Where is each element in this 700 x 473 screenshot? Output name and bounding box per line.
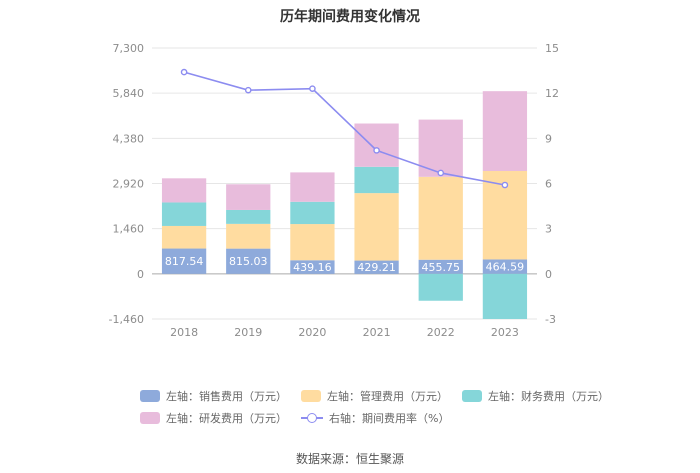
bar-segment	[418, 259, 463, 274]
line-point	[244, 86, 252, 94]
right-tick-label: 0	[545, 268, 552, 281]
legend-line-icon	[301, 412, 323, 424]
legend-swatch	[462, 390, 482, 402]
grid-lines	[152, 47, 537, 320]
bar-segment	[161, 225, 207, 249]
line-series	[180, 68, 509, 189]
x-tick-label: 2022	[427, 326, 455, 339]
bar-group	[161, 91, 528, 319]
legend-item[interactable]: 左轴：研发费用（万元）	[140, 410, 287, 426]
left-tick-label: 4,380	[113, 132, 145, 145]
x-tick-label: 2020	[298, 326, 326, 339]
legend-label: 右轴：期间费用率（%）	[329, 412, 450, 425]
line-point	[373, 147, 380, 154]
legend-label: 左轴：财务费用（万元）	[488, 390, 609, 403]
x-tick-label: 2019	[234, 326, 262, 339]
legend-label: 左轴：研发费用（万元）	[166, 412, 287, 425]
bar-segment	[418, 176, 463, 260]
data-label: 439.16	[293, 261, 332, 274]
bar-segment	[482, 91, 528, 171]
right-tick-label: 15	[545, 42, 559, 55]
left-tick-label: 7,300	[113, 42, 145, 55]
bar-segment	[161, 248, 207, 274]
bar-segment	[226, 223, 271, 249]
chart-title: 历年期间费用变化情况	[280, 9, 420, 25]
right-tick-label: 3	[545, 223, 552, 236]
bar-segment	[290, 201, 335, 225]
bar-segment	[226, 248, 271, 274]
bar-segment	[226, 184, 271, 210]
legend-swatch	[140, 390, 160, 402]
left-tick-label: -1,460	[109, 313, 144, 326]
legend-item[interactable]: 左轴：管理费用（万元）	[301, 388, 448, 404]
line-point	[180, 68, 188, 76]
data-label: 429.21	[357, 261, 396, 274]
left-tick-label: 0	[137, 268, 144, 281]
line-point	[501, 181, 509, 189]
line-point	[309, 85, 316, 92]
right-tick-label: -3	[545, 313, 556, 326]
right-tick-label: 6	[545, 178, 552, 191]
legend-item[interactable]: 左轴：销售费用（万元）	[140, 388, 287, 404]
x-tick-label: 2018	[170, 326, 198, 339]
bar-segment	[354, 260, 399, 274]
bar-segment	[161, 178, 207, 203]
legend-item[interactable]: 左轴：财务费用（万元）	[462, 388, 609, 404]
bar-segment	[482, 273, 528, 319]
data-label: 455.75	[422, 261, 461, 274]
legend-swatch	[301, 390, 321, 402]
legend-item[interactable]: 右轴：期间费用率（%）	[301, 410, 449, 426]
bar-segment	[290, 260, 335, 274]
data-labels: 817.54 815.03 439.16 429.21 455.75 464.59	[165, 255, 524, 274]
data-label: 817.54	[165, 255, 204, 268]
legend-swatch	[140, 412, 160, 424]
data-label: 464.59	[486, 261, 525, 274]
bar-segment	[482, 259, 528, 274]
bar-segment	[226, 209, 271, 224]
axes: -1,460 0 1,460 2,920 4,380 5,840 7,300 -3 0 3 6 9 12…	[109, 42, 559, 339]
line-path	[183, 71, 506, 186]
legend-label: 左轴：管理费用（万元）	[327, 390, 448, 403]
bar-segment	[354, 193, 399, 261]
x-tick-label: 2023	[491, 326, 519, 339]
left-tick-label: 1,460	[113, 223, 145, 236]
right-tick-label: 12	[545, 87, 559, 100]
right-tick-label: 9	[545, 132, 552, 145]
data-source: 数据来源：恒生聚源	[295, 452, 404, 466]
bar-segment	[354, 123, 399, 167]
bar-segment	[354, 166, 399, 194]
line-point	[437, 169, 445, 177]
left-tick-label: 5,840	[113, 87, 145, 100]
legend-label: 左轴：销售费用（万元）	[166, 390, 287, 403]
bar-segment	[161, 202, 207, 226]
bar-segment	[290, 172, 335, 202]
left-tick-label: 2,920	[113, 178, 145, 191]
bar-segment	[418, 273, 463, 301]
x-tick-label: 2021	[363, 326, 391, 339]
bar-segment	[290, 224, 335, 261]
data-label: 815.03	[229, 255, 268, 268]
